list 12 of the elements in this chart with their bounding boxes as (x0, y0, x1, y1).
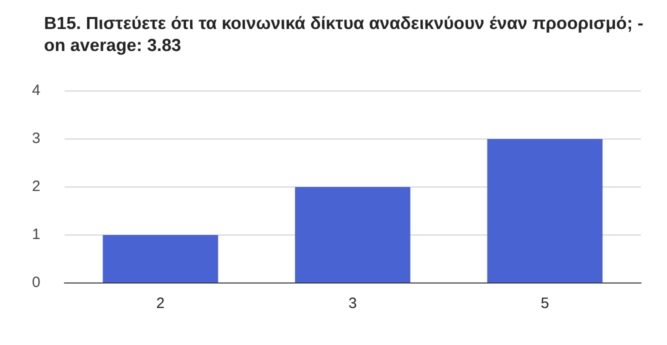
chart-title: B15. Πιστεύετε ότι τα κοινωνικά δίκτυα αναδεικνύουν έναν προορισμό; - on average: 3.83 (44, 12, 644, 56)
y-tick-label: 1 (32, 226, 40, 244)
x-tick-label: 2 (156, 295, 165, 312)
y-tick-label: 2 (32, 178, 40, 196)
bar (295, 187, 410, 282)
x-tick-label: 5 (540, 295, 550, 312)
y-tick-label: 4 (32, 82, 40, 100)
y-tick-label: 3 (32, 130, 40, 148)
x-tick-label: 3 (348, 295, 357, 312)
y-tick-label: 0 (32, 274, 40, 292)
bar (102, 235, 218, 282)
bar (487, 139, 603, 282)
